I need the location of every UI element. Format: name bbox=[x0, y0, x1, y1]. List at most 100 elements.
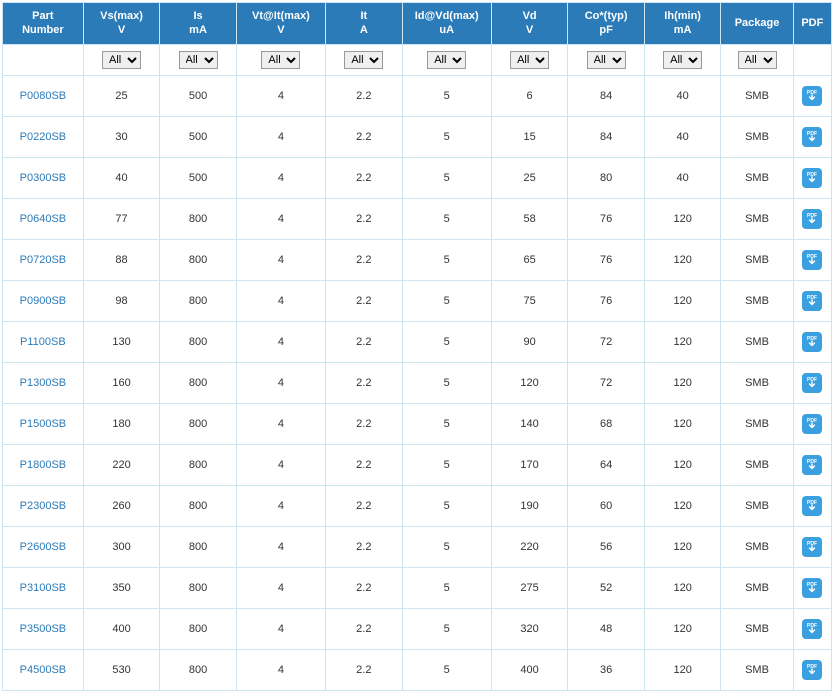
pdf-download-icon[interactable]: PDF bbox=[802, 578, 822, 598]
part-number-link[interactable]: P0900SB bbox=[3, 280, 84, 321]
part-number-link[interactable]: P1100SB bbox=[3, 321, 84, 362]
pdf-download-icon[interactable]: PDF bbox=[802, 414, 822, 434]
pdf-download-icon[interactable]: PDF bbox=[802, 496, 822, 516]
cell-vd: 120 bbox=[491, 362, 568, 403]
cell-is: 500 bbox=[160, 75, 237, 116]
part-number-link[interactable]: P0640SB bbox=[3, 198, 84, 239]
cell-vs: 130 bbox=[83, 321, 160, 362]
part-number-link[interactable]: P3500SB bbox=[3, 608, 84, 649]
column-header-line1: Ih(min) bbox=[664, 10, 701, 22]
filter-select-vd[interactable]: All bbox=[510, 51, 549, 69]
filter-select-ih[interactable]: All bbox=[663, 51, 702, 69]
cell-it: 2.2 bbox=[326, 75, 403, 116]
table-row: P1300SB16080042.2512072120SMBPDF bbox=[3, 362, 832, 403]
cell-it: 2.2 bbox=[326, 239, 403, 280]
cell-id: 5 bbox=[402, 116, 491, 157]
filter-select-vt[interactable]: All bbox=[261, 51, 300, 69]
table-row: P3500SB40080042.2532048120SMBPDF bbox=[3, 608, 832, 649]
filter-select-id[interactable]: All bbox=[427, 51, 466, 69]
part-number-link[interactable]: P0080SB bbox=[3, 75, 84, 116]
table-row: P0640SB7780042.255876120SMBPDF bbox=[3, 198, 832, 239]
cell-pkg: SMB bbox=[721, 403, 793, 444]
filter-cell-pdf bbox=[793, 44, 831, 75]
part-number-link[interactable]: P2300SB bbox=[3, 485, 84, 526]
pdf-download-icon[interactable]: PDF bbox=[802, 455, 822, 475]
filter-select-vs[interactable]: All bbox=[102, 51, 141, 69]
cell-id: 5 bbox=[402, 608, 491, 649]
cell-id: 5 bbox=[402, 198, 491, 239]
column-header-id[interactable]: Id@Vd(max)uA bbox=[402, 3, 491, 45]
pdf-cell: PDF bbox=[793, 649, 831, 690]
filter-cell-vt: All bbox=[236, 44, 325, 75]
column-header-line2: V bbox=[526, 24, 533, 36]
cell-is: 800 bbox=[160, 198, 237, 239]
table-row: P1500SB18080042.2514068120SMBPDF bbox=[3, 403, 832, 444]
part-number-link[interactable]: P0720SB bbox=[3, 239, 84, 280]
column-header-vs[interactable]: Vs(max)V bbox=[83, 3, 160, 45]
cell-ih: 120 bbox=[644, 444, 721, 485]
column-header-it[interactable]: ItA bbox=[326, 3, 403, 45]
cell-pkg: SMB bbox=[721, 608, 793, 649]
column-header-ih[interactable]: Ih(min)mA bbox=[644, 3, 721, 45]
cell-co: 60 bbox=[568, 485, 645, 526]
filter-select-it[interactable]: All bbox=[344, 51, 383, 69]
cell-ih: 120 bbox=[644, 403, 721, 444]
cell-is: 800 bbox=[160, 526, 237, 567]
pdf-download-icon[interactable]: PDF bbox=[802, 168, 822, 188]
filter-select-pkg[interactable]: All bbox=[738, 51, 777, 69]
filter-select-is[interactable]: All bbox=[179, 51, 218, 69]
column-header-line2: uA bbox=[439, 24, 454, 36]
pdf-download-icon[interactable]: PDF bbox=[802, 373, 822, 393]
cell-co: 84 bbox=[568, 116, 645, 157]
column-header-line1: Is bbox=[193, 10, 202, 22]
cell-pkg: SMB bbox=[721, 280, 793, 321]
pdf-download-icon[interactable]: PDF bbox=[802, 250, 822, 270]
cell-pkg: SMB bbox=[721, 649, 793, 690]
pdf-download-icon[interactable]: PDF bbox=[802, 209, 822, 229]
column-header-part[interactable]: PartNumber bbox=[3, 3, 84, 45]
cell-vs: 40 bbox=[83, 157, 160, 198]
part-number-link[interactable]: P1800SB bbox=[3, 444, 84, 485]
cell-pkg: SMB bbox=[721, 239, 793, 280]
part-number-link[interactable]: P1500SB bbox=[3, 403, 84, 444]
pdf-download-icon[interactable]: PDF bbox=[802, 537, 822, 557]
pdf-cell: PDF bbox=[793, 280, 831, 321]
column-header-pkg[interactable]: Package bbox=[721, 3, 793, 45]
pdf-download-icon[interactable]: PDF bbox=[802, 86, 822, 106]
column-header-vd[interactable]: VdV bbox=[491, 3, 568, 45]
cell-ih: 120 bbox=[644, 649, 721, 690]
cell-vd: 140 bbox=[491, 403, 568, 444]
pdf-download-icon[interactable]: PDF bbox=[802, 127, 822, 147]
column-header-is[interactable]: IsmA bbox=[160, 3, 237, 45]
filter-select-co[interactable]: All bbox=[587, 51, 626, 69]
cell-vs: 77 bbox=[83, 198, 160, 239]
cell-co: 56 bbox=[568, 526, 645, 567]
cell-it: 2.2 bbox=[326, 280, 403, 321]
part-number-link[interactable]: P0220SB bbox=[3, 116, 84, 157]
column-header-line1: Package bbox=[735, 17, 780, 29]
cell-pkg: SMB bbox=[721, 444, 793, 485]
pdf-cell: PDF bbox=[793, 485, 831, 526]
cell-vs: 220 bbox=[83, 444, 160, 485]
column-header-co[interactable]: Co*(typ)pF bbox=[568, 3, 645, 45]
pdf-download-icon[interactable]: PDF bbox=[802, 291, 822, 311]
pdf-download-icon[interactable]: PDF bbox=[802, 619, 822, 639]
cell-vt: 4 bbox=[236, 198, 325, 239]
cell-co: 68 bbox=[568, 403, 645, 444]
pdf-download-icon[interactable]: PDF bbox=[802, 660, 822, 680]
pdf-cell: PDF bbox=[793, 362, 831, 403]
pdf-download-icon[interactable]: PDF bbox=[802, 332, 822, 352]
filter-cell-vs: All bbox=[83, 44, 160, 75]
part-number-link[interactable]: P2600SB bbox=[3, 526, 84, 567]
table-row: P1100SB13080042.259072120SMBPDF bbox=[3, 321, 832, 362]
cell-id: 5 bbox=[402, 239, 491, 280]
part-number-link[interactable]: P4500SB bbox=[3, 649, 84, 690]
cell-pkg: SMB bbox=[721, 198, 793, 239]
cell-ih: 120 bbox=[644, 321, 721, 362]
cell-ih: 120 bbox=[644, 608, 721, 649]
column-header-vt[interactable]: Vt@It(max)V bbox=[236, 3, 325, 45]
cell-ih: 120 bbox=[644, 362, 721, 403]
part-number-link[interactable]: P0300SB bbox=[3, 157, 84, 198]
column-header-pdf[interactable]: PDF bbox=[793, 3, 831, 45]
part-number-link[interactable]: P1300SB bbox=[3, 362, 84, 403]
